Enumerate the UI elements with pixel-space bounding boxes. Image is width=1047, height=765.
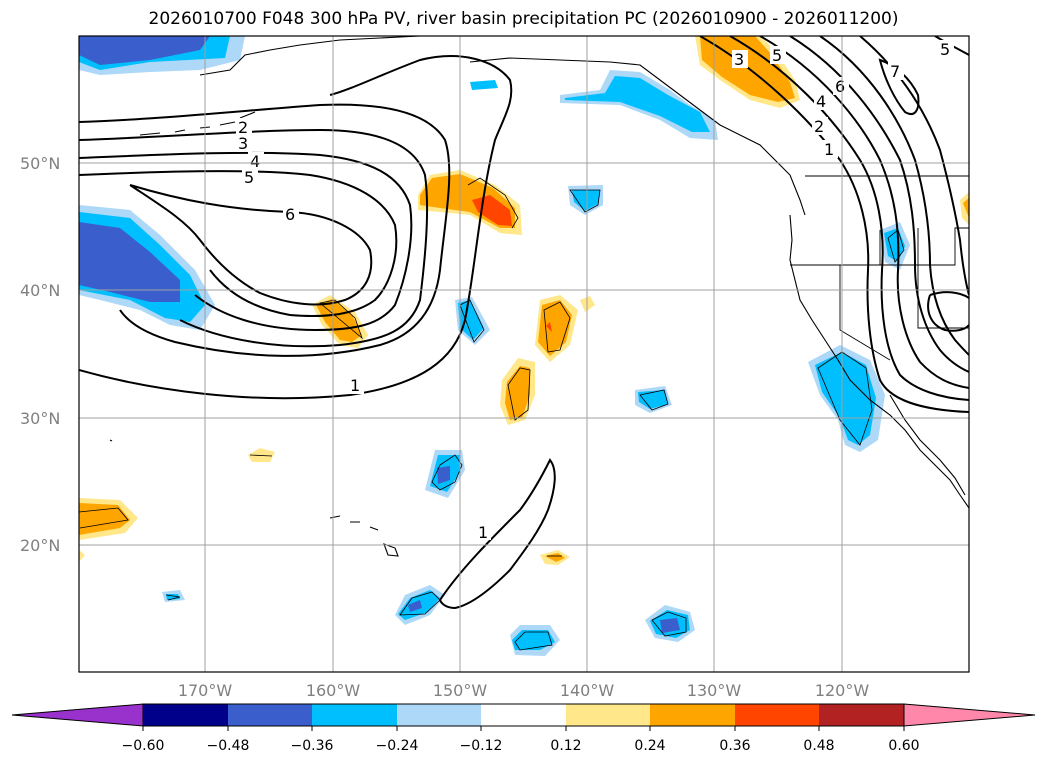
hawaiian-islands	[329, 515, 399, 557]
map-plot-area: 1 2 3 4 5 6 1 1 2 3 4	[78, 35, 970, 673]
lon-label-150w: 150°W	[433, 681, 488, 700]
colorbar-tick: −0.12	[460, 738, 503, 754]
colorbar-tick: −0.36	[291, 738, 334, 754]
pv-label: 1	[478, 523, 488, 542]
pv-contour-east-6	[859, 36, 969, 296]
positive-anomaly-patch	[79, 550, 85, 562]
colorbar-segment	[481, 704, 566, 726]
colorbar-tick: 0.36	[719, 738, 750, 754]
pv-label: 6	[285, 205, 295, 224]
pv-contour-east-1	[699, 36, 969, 413]
colorbar-segment	[566, 704, 650, 726]
negative-anomaly-patch	[79, 36, 210, 65]
colorbar-tick: −0.24	[376, 738, 419, 754]
negative-anomaly-patch	[815, 352, 876, 445]
pv-contour-labels: 1 2 3 4 5 6 1 1 2 3 4	[236, 40, 954, 542]
colorbar-tick: 0.60	[888, 738, 919, 754]
colorbar-tick: −0.48	[207, 738, 250, 754]
colorbar-tick: 0.24	[634, 738, 665, 754]
lat-label-30n: 30°N	[20, 409, 60, 428]
pv-contour-1-pacific	[438, 458, 556, 610]
pv-label: 3	[734, 50, 744, 69]
pv-label: 5	[772, 46, 782, 65]
colorbar-tick: 0.48	[803, 738, 834, 754]
lon-label-170w: 170°W	[178, 681, 233, 700]
lon-label-120w: 120°W	[815, 681, 870, 700]
negative-anomaly-patch	[79, 222, 180, 302]
positive-anomaly-patch	[545, 553, 565, 562]
lon-label-140w: 140°W	[560, 681, 615, 700]
negative-anomaly-patch	[470, 80, 498, 90]
pv-label: 7	[890, 62, 900, 81]
pv-contour-2	[79, 103, 451, 357]
longitude-labels: 170°W 160°W 150°W 140°W 130°W 120°W	[178, 681, 870, 700]
negative-anomaly-patch	[638, 390, 668, 409]
colorbar-segment	[735, 704, 819, 726]
pv-label: 2	[238, 118, 248, 137]
pv-contour-3	[79, 128, 429, 348]
colorbar-segment	[312, 704, 397, 726]
pv-label: 4	[250, 152, 260, 171]
colorbar-segment	[228, 704, 312, 726]
pv-label: 1	[350, 376, 360, 395]
positive-anomaly-patch	[546, 322, 552, 332]
latitude-labels: 50°N 40°N 30°N 20°N	[20, 154, 60, 555]
pv-contour-5	[79, 170, 398, 318]
lat-label-20n: 20°N	[20, 536, 60, 555]
negative-anomaly-patch	[408, 600, 422, 612]
positive-anomaly-patch	[538, 300, 572, 356]
baja-california	[889, 394, 966, 496]
colorbar: −0.60 −0.48 −0.36 −0.24 −0.12 0.12 0.24 …	[11, 703, 1036, 754]
negative-anomaly-patch	[565, 76, 710, 132]
colorbar-tick: 0.12	[550, 738, 581, 754]
pv-label: 3	[238, 134, 248, 153]
pv-contour-east-edge	[934, 36, 969, 56]
precipitation-shading	[79, 36, 969, 656]
positive-anomaly-patch	[505, 366, 530, 420]
negative-anomaly-patch	[572, 190, 600, 211]
pv-contour-east-4	[789, 36, 969, 373]
pv-contour-4	[79, 151, 413, 332]
pv-label: 5	[244, 168, 254, 187]
pv-label: 5	[940, 40, 950, 59]
lon-label-160w: 160°W	[306, 681, 361, 700]
map-title: 2026010700 F048 300 hPa PV, river basin …	[148, 9, 899, 29]
colorbar-segment	[143, 704, 228, 726]
colorbar-segment	[819, 704, 904, 726]
alaska-coast	[199, 36, 421, 76]
lon-label-130w: 130°W	[687, 681, 742, 700]
pv-label: 1	[824, 140, 834, 159]
colorbar-segment	[397, 704, 481, 726]
negative-anomaly-patch	[458, 300, 484, 340]
positive-anomaly-patch	[963, 198, 969, 218]
pv-contour-east-5	[819, 36, 969, 356]
pv-label: 4	[816, 92, 826, 111]
colorbar-extend-high	[903, 703, 1036, 727]
gulf-of-alaska-coast	[469, 57, 806, 216]
small-island	[109, 439, 113, 442]
pv-contour-1	[79, 55, 513, 400]
positive-anomaly-patch	[248, 448, 275, 462]
negative-anomaly-patch	[437, 466, 450, 484]
pv-contour-east-5b	[927, 291, 969, 332]
lat-label-50n: 50°N	[20, 154, 60, 173]
pv-contour-6	[129, 184, 373, 306]
negative-anomaly-patch	[512, 630, 555, 650]
colorbar-tick: −0.60	[122, 738, 165, 754]
lat-label-40n: 40°N	[20, 281, 60, 300]
map-frame	[78, 35, 970, 673]
pv-label: 6	[835, 77, 845, 96]
colorbar-segment	[650, 704, 735, 726]
pv-label: 2	[814, 117, 824, 136]
positive-anomaly-patch	[700, 36, 795, 102]
negative-anomaly-patch	[660, 618, 680, 633]
pv-contour-east-3	[759, 36, 969, 389]
colorbar-extend-low	[11, 703, 144, 727]
graticule	[79, 36, 969, 672]
north-america-west-coast	[789, 214, 969, 509]
